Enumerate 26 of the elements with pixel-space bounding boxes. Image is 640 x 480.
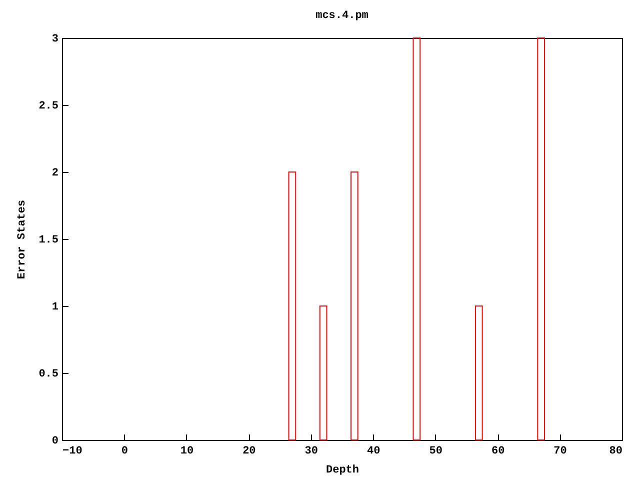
chart-title: mcs.4.pm [316, 10, 369, 22]
y-tick-label: 1.5 [38, 234, 59, 246]
bar [412, 38, 421, 440]
x-tick-label: 0 [121, 446, 128, 458]
bar [537, 38, 546, 440]
x-tick-label: 30 [304, 446, 318, 458]
x-tick-label: 50 [429, 446, 442, 458]
y-tick-label: 2.5 [38, 100, 59, 112]
x-tick-label: 80 [609, 446, 622, 458]
x-tick-label: 10 [180, 446, 194, 458]
x-axis-title: Depth [326, 464, 360, 476]
bar [319, 306, 328, 440]
y-tick-label: 3 [52, 34, 59, 46]
x-tick-label: 70 [554, 446, 567, 458]
x-tick-label: 20 [242, 446, 256, 458]
y-axis-title: Error States [16, 200, 29, 280]
x-tick-label: 60 [491, 446, 505, 458]
y-tick-label: 2 [52, 168, 58, 180]
y-tick-label: 0.5 [38, 368, 59, 380]
bar [288, 172, 296, 440]
x-tick-label: 40 [367, 446, 380, 458]
bar [350, 172, 358, 440]
bar [474, 306, 483, 440]
y-tick-label: 0 [52, 436, 58, 448]
y-tick-label: 1 [52, 302, 59, 314]
x-tick-label: −10 [62, 446, 82, 458]
